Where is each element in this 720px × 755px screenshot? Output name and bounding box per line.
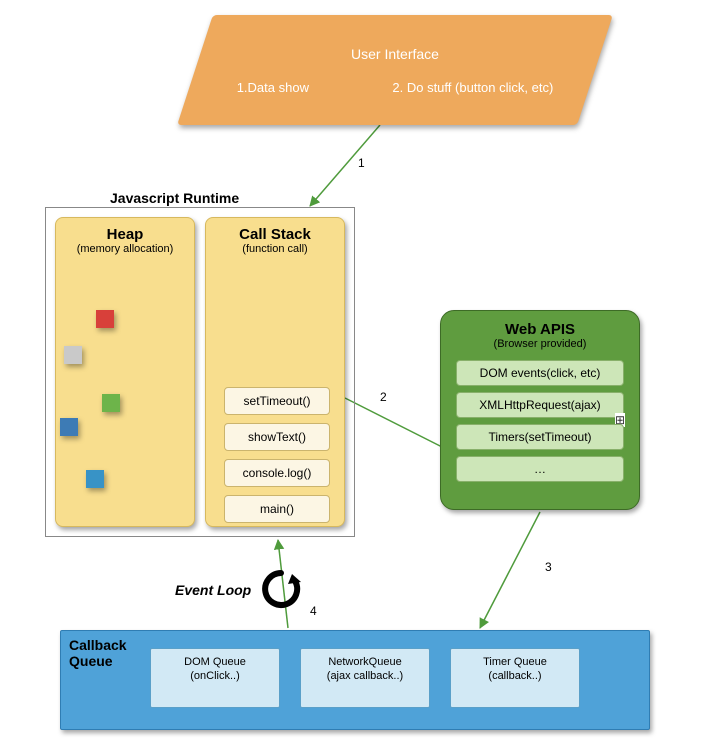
ui-title: User Interface [351,46,439,62]
diagram-canvas: 1 2 3 4 User Interface 1.Data show 2. Do… [0,0,720,755]
runtime-label: Javascript Runtime [110,190,239,206]
web-api-item: XMLHttpRequest(ajax)⊞ [456,392,624,418]
arrow-1 [310,125,380,206]
ui-left-text: 1.Data show [237,80,309,95]
arrow-4-label: 4 [310,604,317,618]
web-api-item: DOM events(click, etc) [456,360,624,386]
callback-queue-item: DOM Queue(onClick..) [150,648,280,708]
arrow-3 [480,512,540,628]
web-api-item: … [456,456,624,482]
stack-item: showText() [224,423,330,451]
heap-square [64,346,82,364]
stack-item: setTimeout() [224,387,330,415]
heap-panel: Heap (memory allocation) [55,217,195,527]
call-stack-title: Call Stack [239,226,311,243]
user-interface-box: User Interface 1.Data show 2. Do stuff (… [177,15,613,125]
heap-square [86,470,104,488]
ui-right-text: 2. Do stuff (button click, etc) [392,80,553,95]
stack-item: main() [224,495,330,523]
arrow-2-label: 2 [380,390,387,404]
arrow-3-label: 3 [545,560,552,574]
web-api-item: Timers(setTimeout) [456,424,624,450]
event-loop-label: Event Loop [175,582,251,598]
call-stack-subtitle: (function call) [242,243,307,255]
web-apis-title: Web APIS [505,321,575,338]
call-stack-panel: Call Stack (function call) setTimeout() s… [205,217,345,527]
callback-queue-title: Callback Queue [69,637,127,669]
web-apis-panel: Web APIS (Browser provided) DOM events(c… [440,310,640,510]
heap-square [96,310,114,328]
heap-square [60,418,78,436]
heap-square [102,394,120,412]
event-loop-icon [260,568,302,610]
heap-subtitle: (memory allocation) [77,243,174,255]
callback-queue-item: NetworkQueue(ajax callback..) [300,648,430,708]
callback-queue-item: Timer Queue(callback..) [450,648,580,708]
heap-title: Heap [107,226,144,243]
arrow-1-label: 1 [358,156,365,170]
arrow-2 [345,398,452,452]
web-apis-subtitle: (Browser provided) [494,338,587,350]
stack-item: console.log() [224,459,330,487]
